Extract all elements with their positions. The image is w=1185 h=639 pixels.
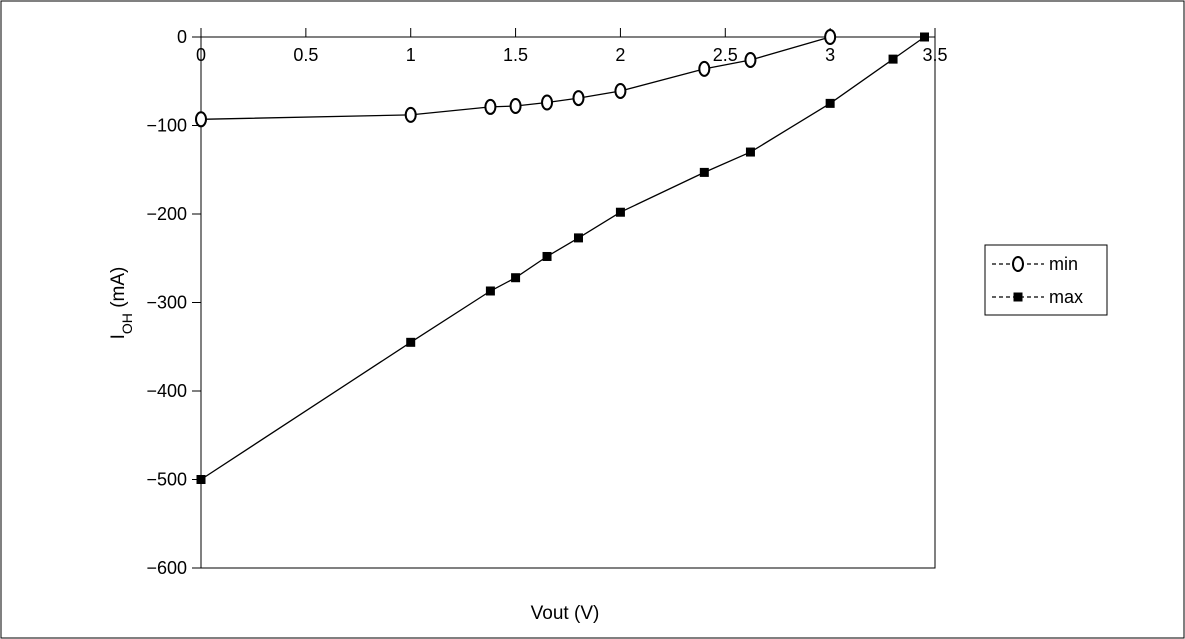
x-tick-label: 0 — [196, 45, 206, 65]
x-tick-label: 3.5 — [922, 45, 947, 65]
series-line-max — [200, 36, 925, 481]
y-tick-label: −200 — [146, 204, 187, 224]
data-point-min — [744, 52, 757, 69]
legend-label-min: min — [1049, 254, 1078, 274]
x-tick-label: 1 — [406, 45, 416, 65]
x-tick-label: 2 — [615, 45, 625, 65]
y-tick-label: 0 — [177, 27, 187, 47]
x-axis-title: Vout (V) — [531, 603, 600, 624]
data-point-max — [542, 251, 552, 261]
data-point-min — [824, 29, 837, 45]
y-tick-label: −100 — [146, 116, 187, 136]
legend-label-max: max — [1049, 287, 1083, 307]
data-point-max — [196, 475, 206, 484]
data-point-max — [920, 32, 930, 42]
legend-box — [984, 244, 1108, 316]
x-tick-label: 3 — [825, 45, 835, 65]
data-point-max — [485, 286, 495, 296]
data-point-min — [698, 60, 711, 77]
legend-marker-min — [1012, 256, 1024, 272]
legend: min max — [984, 244, 1108, 316]
x-tick-label: 0.5 — [293, 45, 318, 65]
data-point-min — [195, 111, 207, 128]
plot-area: 0 0.5 1 1.5 2 2.5 3 3.5 0 −100 −200 −300 −400 −500 −60… — [146, 27, 947, 578]
y-tick-label: −500 — [146, 470, 187, 490]
data-point-min — [572, 90, 585, 107]
data-point-max — [888, 54, 898, 64]
data-point-min — [404, 106, 417, 123]
data-point-min — [541, 94, 554, 111]
legend-marker-max — [1013, 292, 1023, 302]
y-axis-title: IOH (mA) — [108, 267, 135, 340]
y-tick-label: −400 — [146, 381, 187, 401]
data-point-max — [573, 233, 583, 243]
x-tick-label: 1.5 — [503, 45, 528, 65]
data-point-max — [825, 98, 835, 108]
y-tick-label: −600 — [146, 558, 187, 578]
data-point-max — [745, 147, 755, 157]
data-point-max — [699, 167, 709, 177]
data-point-min — [484, 98, 497, 115]
data-point-min — [614, 82, 627, 99]
data-point-max — [511, 273, 521, 283]
data-point-max — [615, 207, 625, 217]
y-tick-label: −300 — [146, 293, 187, 313]
data-point-max — [406, 337, 416, 347]
data-point-min — [509, 98, 522, 115]
x-tick-label: 2.5 — [713, 45, 738, 65]
series-line-min — [200, 36, 831, 120]
